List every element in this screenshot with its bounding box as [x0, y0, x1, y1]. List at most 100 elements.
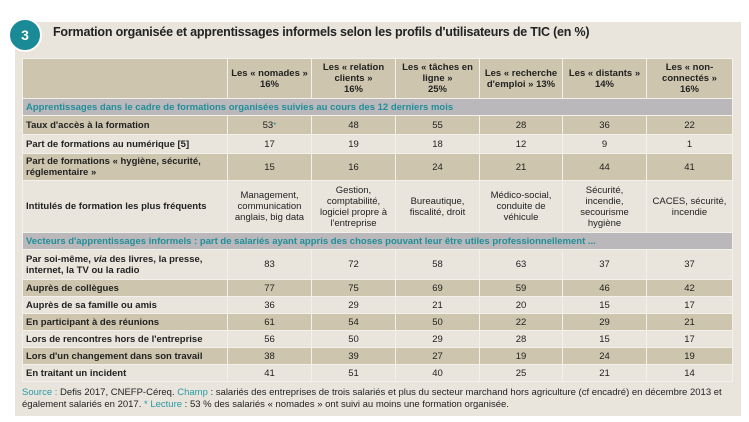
figure-title: Formation organisée et apprentissages in…: [53, 25, 590, 39]
source-label: Source :: [22, 387, 58, 398]
value-cell: 69: [395, 279, 480, 297]
champ-label: Champ: [177, 387, 208, 398]
value-cell: 24: [562, 347, 647, 365]
value-cell: 1: [646, 134, 733, 154]
value-cell: 48: [311, 115, 396, 135]
value-text: 22: [684, 119, 695, 131]
row-label: Lors d'un changement dans son travail: [22, 347, 228, 365]
value-text: 41: [684, 161, 695, 173]
value-cell: 15: [227, 153, 312, 181]
row-label: Par soi-même, via des livres, la presse,…: [22, 249, 228, 280]
value-cell: Management, communication anglais, big d…: [227, 180, 312, 233]
section-header-row: Vecteurs d'apprentissages informels : pa…: [22, 232, 733, 250]
value-cell: 28: [479, 330, 563, 348]
value-cell: Médico-social, conduite de véhicule: [479, 180, 563, 233]
value-cell: 37: [646, 249, 733, 280]
value-text: 37: [684, 259, 695, 270]
value-text: 36: [264, 299, 275, 311]
value-text: 19: [684, 350, 695, 362]
value-cell: 42: [646, 279, 733, 297]
value-text: 55: [432, 119, 443, 131]
table-row: Intitulés de formation les plus fréquent…: [22, 180, 733, 233]
table-row: Part de formations « hygiène, sécurité, …: [22, 153, 733, 181]
value-text: 51: [348, 367, 359, 379]
value-text: 20: [515, 299, 527, 311]
champ-text: : salariés des entreprises de trois sala…: [22, 387, 722, 410]
value-cell: 21: [562, 364, 647, 382]
value-text: 58: [432, 259, 443, 270]
value-cell: 51: [311, 364, 396, 382]
column-header: Les « relation clients » 16%: [311, 58, 396, 99]
value-text: 42: [684, 282, 695, 294]
value-cell: 41: [646, 153, 733, 181]
table-row: Lors de rencontres hors de l'entreprise 5…: [22, 330, 733, 348]
value-text: 53: [262, 119, 274, 131]
value-cell: 15: [562, 296, 647, 314]
value-cell: 29: [311, 296, 396, 314]
column-header: Les « recherche d'emploi » 13%: [479, 58, 563, 99]
value-text: 24: [599, 350, 610, 362]
section-title: Apprentissages dans le cadre de formatio…: [22, 98, 733, 116]
value-text: 9: [601, 138, 608, 150]
value-cell: 50: [395, 313, 480, 331]
value-text: 50: [348, 333, 359, 345]
value-text: 46: [599, 282, 610, 294]
value-text: 77: [264, 282, 275, 294]
value-cell: 20: [479, 296, 563, 314]
value-cell: 12: [479, 134, 563, 154]
value-cell: 18: [395, 134, 480, 154]
value-cell: 36: [227, 296, 312, 314]
section-header-row: Apprentissages dans le cadre de formatio…: [22, 98, 733, 116]
value-cell: 21: [646, 313, 733, 331]
row-label: Taux d'accès à la formation: [22, 115, 228, 135]
value-cell: CACES, sécurité, incendie: [646, 180, 733, 233]
value-cell: Bureautique, fiscalité, droit: [395, 180, 480, 233]
value-text: 15: [599, 333, 610, 345]
value-cell: 77: [227, 279, 312, 297]
row-label: Part de formations « hygiène, sécurité, …: [22, 153, 228, 181]
value-text: 17: [264, 138, 275, 150]
value-cell: 21: [395, 296, 480, 314]
value-cell: 58: [395, 249, 480, 280]
value-text: 41: [264, 367, 275, 379]
value-cell: 22: [646, 115, 733, 135]
value-cell: 28: [479, 115, 563, 135]
value-cell: 19: [646, 347, 733, 365]
table-row: Taux d'accès à la formation 53* 48 55 28 36 22: [22, 115, 733, 135]
value-text: 38: [264, 350, 275, 362]
row-label: En participant à des réunions: [22, 313, 228, 331]
header-empty-cell: [22, 58, 228, 99]
value-cell: 63: [479, 249, 563, 280]
value-cell: 61: [227, 313, 312, 331]
row-label: En traitant un incident: [22, 364, 228, 382]
value-cell: 25: [479, 364, 563, 382]
value-cell: 38: [227, 347, 312, 365]
row-label: Part de formations au numérique [5]: [22, 134, 228, 154]
value-text: 37: [599, 259, 610, 270]
value-text: 19: [348, 138, 359, 150]
value-text: 28: [515, 333, 527, 345]
value-cell: 50: [311, 330, 396, 348]
value-cell: 46: [562, 279, 647, 297]
value-text: 19: [515, 350, 527, 362]
value-text: 1: [686, 138, 693, 150]
table-row: Auprès de collègues 77 75 69 59 46 42: [22, 279, 733, 297]
lecture-label: * Lecture: [144, 399, 183, 410]
value-text: 21: [684, 316, 695, 328]
value-text: 17: [684, 299, 695, 311]
value-cell: 59: [479, 279, 563, 297]
value-cell: 17: [227, 134, 312, 154]
row-label: Auprès de collègues: [22, 279, 228, 297]
value-text: 15: [264, 161, 275, 173]
value-cell: 19: [311, 134, 396, 154]
value-cell: 14: [646, 364, 733, 382]
value-text: 72: [348, 259, 359, 270]
value-text: Bureautique, fiscalité, droit: [409, 195, 466, 218]
row-label: Lors de rencontres hors de l'entreprise: [22, 330, 228, 348]
value-cell: 15: [562, 330, 647, 348]
table-row: Part de formations au numérique [5] 17 19 1…: [22, 134, 733, 154]
value-cell: 29: [562, 313, 647, 331]
row-label: Auprès de sa famille ou amis: [22, 296, 228, 314]
value-text: 22: [515, 316, 527, 328]
value-cell: 44: [562, 153, 647, 181]
